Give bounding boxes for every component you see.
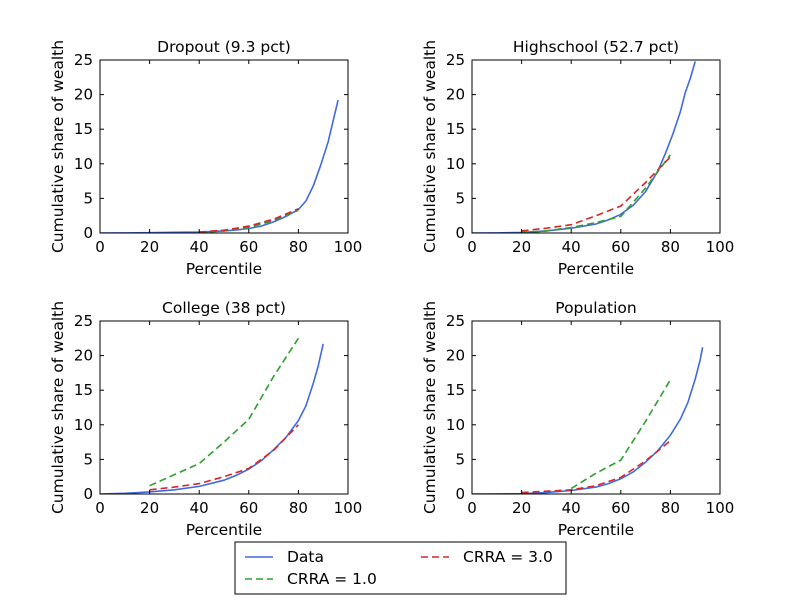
y-tick-label: 10 [74,416,93,434]
series-line-crra-3-0 [149,424,299,491]
x-tick-label: 20 [512,499,531,517]
y-tick-label: 10 [74,155,93,173]
x-tick-label: 40 [562,499,581,517]
chart-panel-3: 0 20 40 60 80 100 0 5 10 15 20 25 College (38 pct) Pe… [49,299,362,539]
y-tick-label: 25 [446,51,465,69]
legend: Data CRRA = 1.0 CRRA = 3.0 [234,541,567,595]
chart-panel-1: 0 20 40 60 80 100 0 5 10 15 20 25 Dropout (9.3 pct) P… [49,38,362,278]
x-axis-label: Percentile [186,521,262,539]
series-line-data [472,61,696,233]
y-tick-label: 25 [74,312,93,330]
legend-label: CRRA = 1.0 [287,570,377,588]
chart-title: Population [555,299,636,317]
x-tick-label: 0 [467,499,477,517]
x-tick-label: 60 [239,499,258,517]
x-axis-label: Percentile [558,260,634,278]
y-tick-label: 5 [455,450,465,468]
y-tick-label: 0 [83,224,93,242]
series-line-crra-1-0 [570,379,672,490]
x-tick-label: 80 [661,499,680,517]
series-line-crra-3-0 [521,440,671,494]
y-tick-label: 5 [83,450,93,468]
x-tick-label: 20 [140,238,159,256]
y-axis-label: Cumulative share of wealth [421,301,439,514]
y-tick-label: 5 [455,189,465,207]
legend-label: Data [287,548,324,566]
series-line-data [472,347,704,494]
y-tick-label: 10 [446,155,465,173]
x-tick-label: 20 [512,238,531,256]
y-tick-label: 5 [83,189,93,207]
series-line-data [100,99,339,233]
y-tick-label: 20 [446,86,465,104]
y-axis-label: Cumulative share of wealth [49,301,67,514]
x-tick-label: 40 [562,238,581,256]
y-tick-label: 0 [455,224,465,242]
x-tick-label: 100 [334,238,363,256]
x-tick-label: 100 [706,499,735,517]
series-line-crra-3-0 [521,156,671,232]
y-tick-label: 25 [446,312,465,330]
x-tick-label: 20 [140,499,159,517]
series-line-crra-3-0 [199,208,299,233]
x-tick-label: 100 [706,238,735,256]
y-tick-label: 20 [74,86,93,104]
chart-title: Dropout (9.3 pct) [157,38,291,56]
x-tick-label: 0 [467,238,477,256]
x-tick-label: 40 [190,499,209,517]
x-tick-label: 80 [289,238,308,256]
x-tick-label: 80 [661,238,680,256]
series-line-crra-1-0 [149,337,300,487]
y-tick-label: 0 [83,485,93,503]
chart-panel-2: 0 20 40 60 80 100 0 5 10 15 20 25 Highschool (52.7 p… [421,38,734,278]
x-axis-label: Percentile [186,260,262,278]
y-tick-label: 15 [74,381,93,399]
chart-title: College (38 pct) [162,299,286,317]
x-tick-label: 60 [239,238,258,256]
series-line-crra-1-0 [521,154,672,233]
y-tick-label: 15 [446,120,465,138]
y-axis-label: Cumulative share of wealth [49,40,67,253]
x-tick-label: 0 [95,238,105,256]
plot-frame [99,320,349,495]
plot-frame [471,59,721,234]
chart-title: Highschool (52.7 pct) [513,38,679,56]
y-tick-label: 10 [446,416,465,434]
x-tick-label: 100 [334,499,363,517]
legend-box [234,541,567,595]
x-tick-label: 60 [611,238,630,256]
y-tick-label: 20 [74,347,93,365]
series-line-data [100,343,324,494]
legend-label: CRRA = 3.0 [463,548,553,566]
plot-frame [99,59,349,234]
x-axis-label: Percentile [558,521,634,539]
x-tick-label: 60 [611,499,630,517]
y-axis-label: Cumulative share of wealth [421,40,439,253]
x-tick-label: 80 [289,499,308,517]
chart-panel-4: 0 20 40 60 80 100 0 5 10 15 20 25 Population Percenti… [421,299,734,539]
y-tick-label: 20 [446,347,465,365]
plot-frame [471,320,721,495]
x-tick-label: 0 [95,499,105,517]
y-tick-label: 15 [446,381,465,399]
y-tick-label: 25 [74,51,93,69]
y-tick-label: 15 [74,120,93,138]
x-tick-label: 40 [190,238,209,256]
y-tick-label: 0 [455,485,465,503]
